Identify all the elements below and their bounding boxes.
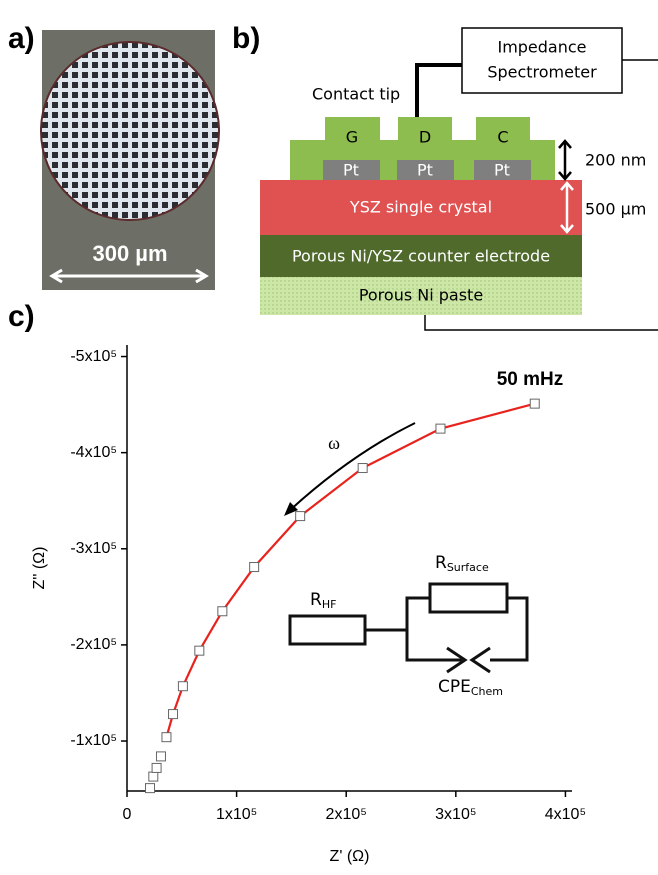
circuit-label-main: R (310, 590, 322, 610)
x-axis-label: Z' (Ω) (330, 848, 370, 865)
contact-tip (415, 63, 462, 120)
y-axis-label: Z'' (Ω) (31, 547, 48, 590)
data-point (529, 398, 540, 409)
fit-line (165, 402, 536, 738)
data-point (151, 762, 162, 773)
y-tick-label: -4x10⁵ (70, 444, 117, 461)
y-tick-label: -5x10⁵ (70, 348, 117, 365)
frequency-arrow-head (284, 502, 298, 516)
circuit-label-sub: Chem (471, 685, 503, 698)
spectrometer-label: Impedance (497, 38, 586, 57)
x-tick-label: 0 (123, 806, 132, 823)
data-point (295, 511, 306, 522)
contact-tip-label: Contact tip (312, 85, 400, 104)
pt-label: Pt (417, 161, 433, 180)
data-point (435, 423, 446, 434)
frequency-arrow (287, 422, 416, 513)
data-point (194, 645, 205, 656)
thickness-arrow (558, 139, 572, 181)
annotation: 50 mHz (497, 369, 564, 390)
x-tick-label: 1x10⁵ (216, 806, 257, 823)
data-point (249, 562, 260, 573)
panel-label: c) (8, 300, 35, 333)
microelectrode (40, 41, 220, 221)
circuit-label-sub: Surface (447, 561, 489, 574)
panel-label: b) (232, 22, 260, 55)
circuit (288, 582, 529, 674)
x-tick-label: 2x10⁵ (326, 806, 367, 823)
circuit-label: CPEChem (438, 677, 503, 698)
data-point (161, 732, 172, 743)
x-tick-label: 4x10⁵ (545, 806, 586, 823)
x-tick-label: 3x10⁵ (435, 806, 476, 823)
thickness-label: 200 nm (585, 151, 646, 170)
pt-label: Pt (494, 161, 510, 180)
spectrometer-label: Spectrometer (487, 63, 597, 82)
thickness-arrow (560, 181, 574, 234)
plot: 0 1x10⁵ 2x10⁵ 3x10⁵ 4x10⁵ -1x10⁵ -2x10⁵ -3x10⁵ -… (31, 345, 586, 865)
thickness-label: 500 µm (585, 200, 646, 219)
pt-layer (397, 160, 454, 180)
data-point (145, 783, 156, 794)
circuit-label: RSurface (435, 553, 489, 574)
data-point (148, 771, 159, 782)
wire (424, 315, 658, 331)
electrode-label: G (346, 128, 358, 147)
layer-label: Porous Ni paste (359, 286, 483, 305)
panel-label: a) (8, 22, 35, 55)
y-tick-label: -2x10⁵ (70, 636, 117, 653)
data-point (217, 606, 228, 617)
layer-label: YSZ single crystal (349, 198, 492, 217)
pt-layer (323, 160, 380, 180)
spectrometer-box (461, 27, 623, 94)
circuit-label-main: R (435, 553, 447, 573)
data-point (168, 709, 179, 720)
pt-layer (474, 160, 531, 180)
electrode-label: C (497, 128, 508, 147)
circuit-label-main: CPE (438, 677, 471, 697)
scale-bar-label: 300 µm (92, 241, 167, 266)
circuit-label-sub: HF (322, 598, 337, 611)
y-tick-label: -3x10⁵ (70, 540, 117, 557)
layer-label: Porous Ni/YSZ counter electrode (292, 247, 550, 266)
pt-label: Pt (343, 161, 359, 180)
circuit-label: RHF (310, 590, 336, 611)
data-point (177, 681, 188, 692)
data-point (155, 751, 166, 762)
ysz-layer (260, 180, 582, 235)
ni-paste-layer (260, 277, 582, 315)
counter-electrode-layer (260, 235, 582, 277)
scale-bar (49, 268, 209, 284)
annotation: ω (328, 433, 340, 453)
data-point (357, 463, 368, 474)
electrode-label: D (419, 128, 431, 147)
y-tick-label: -1x10⁵ (70, 732, 117, 749)
